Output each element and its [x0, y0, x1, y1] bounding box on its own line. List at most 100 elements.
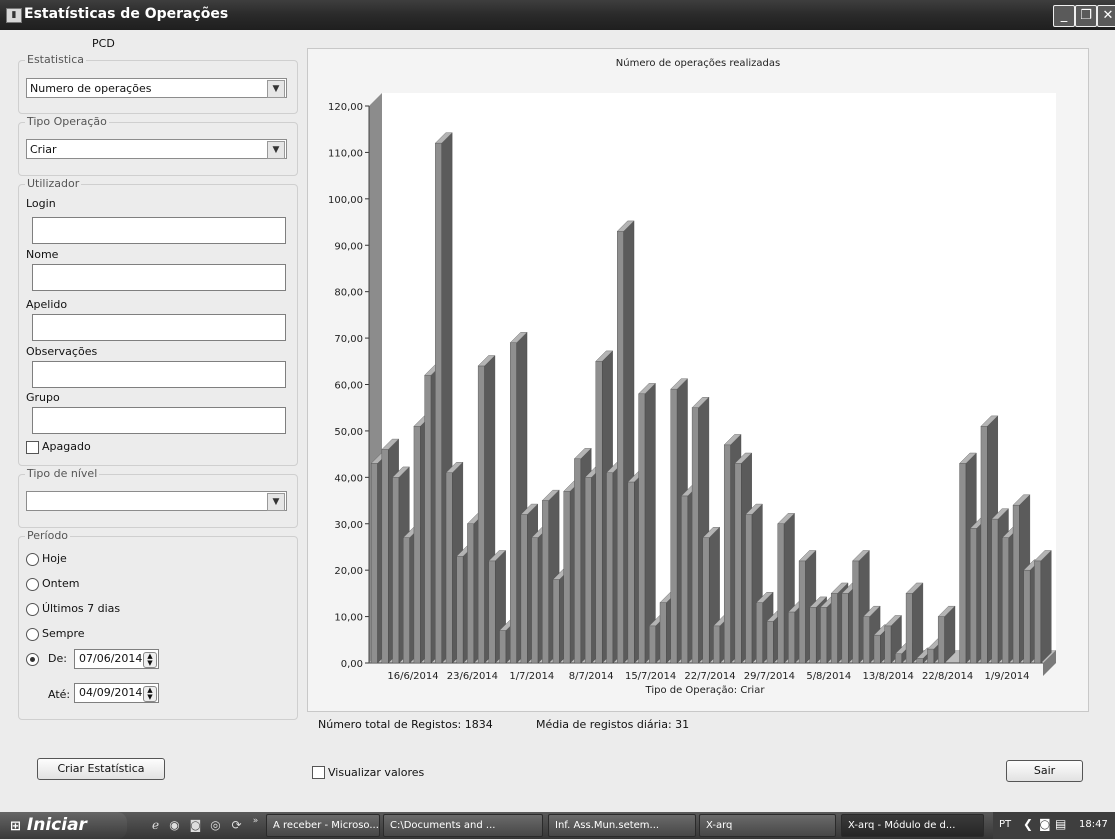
bar-top [723, 434, 742, 446]
total-registos: Número total de Registos: 1834 [318, 718, 493, 731]
bar [1002, 537, 1009, 664]
task-x-arq-modulo[interactable]: X-arq - Módulo de d... [841, 814, 984, 837]
radio-hoje[interactable] [26, 553, 39, 566]
bar [563, 491, 571, 664]
minimize-icon[interactable]: _ [1053, 5, 1075, 27]
bar [606, 472, 614, 664]
apelido-input[interactable] [32, 314, 286, 341]
tipo-operacao-legend: Tipo Operação [25, 115, 109, 128]
y-tick-label: 60,00 [334, 381, 363, 392]
radio-ontem[interactable] [26, 578, 39, 591]
y-tick-label: 80,00 [334, 288, 363, 299]
bar [424, 375, 432, 664]
bar-top [809, 596, 828, 608]
estatistica-select[interactable]: Numero de operações ▼ [26, 78, 287, 98]
nome-input[interactable] [32, 264, 286, 291]
login-input[interactable] [32, 217, 286, 244]
bar-top [702, 527, 721, 538]
visualizar-valores-label: Visualizar valores [328, 766, 425, 779]
task-documents[interactable]: C:\Documents and ... [383, 814, 543, 837]
task-inf-ass-mun[interactable]: Inf. Ass.Mun.setem... [548, 814, 696, 837]
bar-top [862, 605, 881, 617]
bar [659, 602, 667, 664]
x-tick-label: 13/8/2014 [863, 671, 914, 682]
observacoes-input[interactable] [32, 361, 286, 388]
apelido-label: Apelido [26, 298, 68, 311]
bar [927, 648, 935, 664]
start-button[interactable]: ⊞ Iniciar [0, 812, 127, 839]
bar [413, 426, 421, 664]
bar-top [381, 438, 400, 450]
chevron-right-icon[interactable]: » [252, 816, 259, 826]
x-tick-label: 15/7/2014 [625, 671, 676, 682]
bar-top [1033, 550, 1052, 562]
bar [884, 625, 892, 664]
bar [873, 634, 881, 664]
criar-estatistica-button[interactable]: Criar Estatística [37, 758, 165, 780]
close-icon[interactable]: ✕ [1097, 5, 1115, 27]
bar [445, 472, 453, 664]
y-tick-label: 110,00 [328, 148, 363, 159]
bar [552, 579, 560, 664]
bar [510, 342, 517, 664]
language-indicator[interactable]: PT [999, 819, 1012, 830]
bar [970, 528, 977, 664]
bar [723, 444, 731, 664]
internet-explorer-icon[interactable]: ℯ [151, 818, 160, 832]
bar-top [755, 592, 774, 603]
sair-button[interactable]: Sair [1006, 760, 1083, 782]
task-label: Inf. Ass.Mun.setem... [555, 820, 660, 831]
bar-top [616, 220, 635, 232]
bar [1034, 560, 1042, 664]
utilizador-group: Utilizador Login Nome Apelido Observaçõe… [18, 177, 298, 466]
visualizar-valores-checkbox[interactable] [312, 766, 325, 779]
bar-side [912, 582, 924, 664]
chevron-down-icon[interactable]: ▼ [267, 493, 285, 511]
bar [638, 393, 646, 664]
refresh-icon[interactable]: ⟳ [231, 818, 242, 832]
outlook-icon[interactable]: ◙ [189, 818, 202, 832]
bar [713, 625, 721, 664]
bar [1023, 569, 1031, 664]
chevron-down-icon[interactable]: ▼ [267, 80, 285, 98]
chevron-left-icon[interactable]: ❮ [1023, 817, 1034, 831]
tray-app-icon[interactable]: ◙ [1039, 817, 1051, 831]
bar-top [392, 466, 410, 478]
de-date-input[interactable]: 07/06/2014 ▲ ▼ [74, 649, 159, 669]
apagado-checkbox[interactable] [26, 441, 39, 454]
ate-date-input[interactable]: 04/09/2014 ▲ ▼ [74, 683, 159, 703]
tipo-nivel-select[interactable]: ▼ [26, 491, 287, 511]
network-icon[interactable]: ▤ [1055, 817, 1067, 831]
chevron-down-icon[interactable]: ▼ [267, 141, 285, 159]
radio-ultimos-7-dias[interactable] [26, 603, 39, 616]
firefox-icon[interactable]: ◎ [210, 818, 221, 832]
bar-top [777, 513, 795, 524]
pcd-label: PCD [92, 37, 115, 50]
radio-sempre[interactable] [26, 628, 39, 641]
task-label: X-arq - Módulo de d... [848, 820, 956, 831]
media-player-icon[interactable]: ◉ [169, 818, 180, 832]
y-tick-label: 70,00 [334, 334, 363, 345]
bar [477, 365, 485, 664]
task-a-receber[interactable]: A receber - Microso... [266, 814, 380, 837]
tipo-operacao-select[interactable]: Criar ▼ [26, 139, 287, 159]
task-x-arq[interactable]: X-arq [699, 814, 836, 837]
bar [756, 602, 763, 664]
bar [649, 625, 656, 664]
bar-top [734, 452, 753, 464]
bar [820, 607, 828, 664]
restore-icon[interactable]: ❐ [1075, 5, 1097, 27]
bar [830, 593, 838, 664]
nome-label: Nome [26, 248, 59, 261]
bar [499, 630, 507, 664]
radio-de[interactable] [26, 653, 39, 666]
bar [627, 481, 635, 664]
bar [681, 495, 689, 664]
estatistica-value: Numero de operações [30, 82, 152, 95]
spinner-icon[interactable]: ▲ ▼ [143, 652, 157, 668]
x-tick-label: 16/6/2014 [387, 671, 438, 682]
spinner-icon[interactable]: ▲ ▼ [143, 686, 157, 702]
app-window-icon[interactable]: ▮ [6, 8, 22, 23]
grupo-input[interactable] [32, 407, 286, 434]
estatistica-legend: Estatistica [25, 53, 86, 66]
